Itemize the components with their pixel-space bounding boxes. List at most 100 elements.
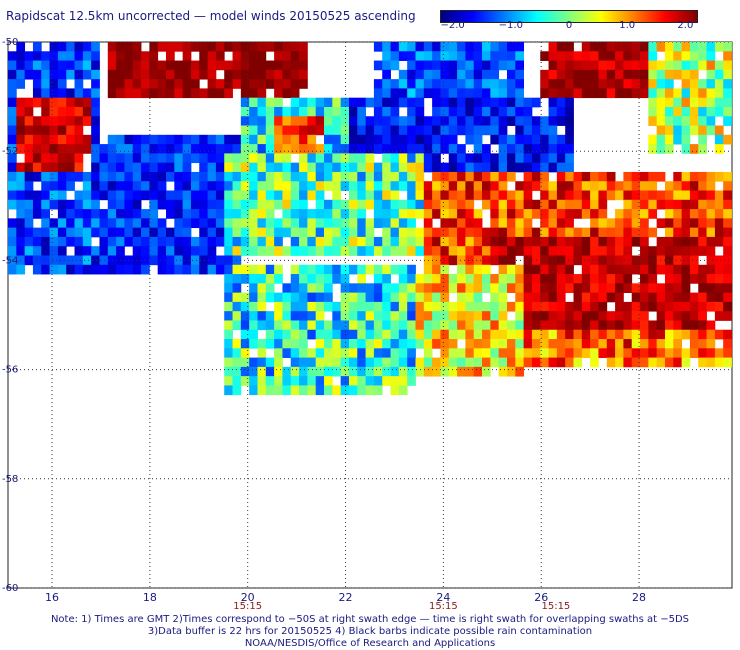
heatmap-cell <box>415 181 425 191</box>
heatmap-cell <box>290 301 300 312</box>
heatmap-cell <box>457 153 466 164</box>
heatmap-cell <box>473 97 483 108</box>
heatmap-cell <box>157 199 167 210</box>
heatmap-cell <box>282 79 292 89</box>
heatmap-cell <box>357 292 366 303</box>
heatmap-cell <box>99 153 109 164</box>
heatmap-cell <box>357 199 366 210</box>
heatmap-cell <box>190 153 200 164</box>
heatmap-cell <box>407 357 416 368</box>
x-tick-label: 24 <box>436 591 450 604</box>
heatmap-cell <box>457 97 466 108</box>
heatmap-cell <box>49 218 59 229</box>
heatmap-cell <box>282 60 292 71</box>
heatmap-cell <box>565 88 574 99</box>
heatmap-cell <box>282 366 292 377</box>
heatmap-cell <box>448 348 458 358</box>
heatmap-cell <box>299 274 308 284</box>
heatmap-cell <box>407 311 416 321</box>
heatmap-cell <box>440 227 450 238</box>
heatmap-cell <box>290 366 300 377</box>
heatmap-cell <box>149 42 159 52</box>
heatmap-cell <box>232 60 242 71</box>
heatmap-cell <box>82 264 92 275</box>
heatmap-cell <box>373 106 383 117</box>
heatmap-cell <box>141 190 150 201</box>
heatmap-cell <box>432 106 441 117</box>
heatmap-cell <box>182 79 192 89</box>
heatmap-cell <box>423 69 433 80</box>
heatmap-cell <box>556 339 566 349</box>
heatmap-cell <box>664 292 674 303</box>
heatmap-cell <box>332 190 342 201</box>
heatmap-cell <box>565 42 574 52</box>
heatmap-cell <box>24 190 34 201</box>
heatmap-cell <box>390 51 400 61</box>
heatmap-cell <box>274 153 283 164</box>
heatmap-cell <box>324 144 333 154</box>
heatmap-cell <box>274 79 283 89</box>
heatmap-cell <box>407 218 416 229</box>
heatmap-cell <box>240 218 250 229</box>
heatmap-cell <box>598 339 608 349</box>
heatmap-cell <box>74 51 84 61</box>
heatmap-cell <box>382 246 391 256</box>
heatmap-cell <box>224 227 233 238</box>
heatmap-cell <box>57 171 67 182</box>
heatmap-cell <box>465 106 475 117</box>
heatmap-cell <box>531 153 541 164</box>
heatmap-cell <box>307 320 317 331</box>
heatmap-cell <box>689 69 699 80</box>
heatmap-cell <box>590 320 599 331</box>
heatmap-cell <box>506 134 516 145</box>
heatmap-cell <box>415 69 425 80</box>
heatmap-cell <box>440 301 450 312</box>
heatmap-cell <box>116 153 125 164</box>
heatmap-cell <box>398 283 408 294</box>
y-tick-label: -52 <box>2 146 18 157</box>
heatmap-cell <box>373 60 383 71</box>
heatmap-cell <box>199 236 208 247</box>
heatmap-cell <box>565 162 574 173</box>
heatmap-cell <box>82 88 92 99</box>
heatmap-cell <box>473 116 483 126</box>
heatmap-cell <box>448 144 458 154</box>
heatmap-cell <box>482 199 491 210</box>
heatmap-cell <box>149 88 159 99</box>
heatmap-cell <box>648 116 658 126</box>
heatmap-cell <box>598 255 608 266</box>
heatmap-cell <box>207 255 217 266</box>
heatmap-cell <box>656 134 666 145</box>
heatmap-cell <box>457 348 466 358</box>
heatmap-cell <box>407 171 416 182</box>
heatmap-cell <box>365 116 375 126</box>
heatmap-cell <box>673 274 683 284</box>
heatmap-cell <box>149 60 159 71</box>
heatmap-cell <box>282 218 292 229</box>
heatmap-cell <box>315 227 325 238</box>
heatmap-cell <box>224 162 233 173</box>
heatmap-cell <box>132 162 142 173</box>
heatmap-cell <box>8 181 17 191</box>
heatmap-cell <box>166 79 175 89</box>
heatmap-cell <box>340 357 350 368</box>
heatmap-cell <box>540 125 549 136</box>
heatmap-cell <box>465 116 475 126</box>
x-tick-label: 20 <box>241 591 255 604</box>
heatmap-cell <box>723 106 732 117</box>
heatmap-cell <box>689 329 699 340</box>
heatmap-cell <box>32 125 42 136</box>
heatmap-cell <box>648 339 658 349</box>
heatmap-cell <box>673 283 683 294</box>
heatmap-cell <box>390 116 400 126</box>
heatmap-cell <box>49 199 59 210</box>
heatmap-cell <box>215 227 225 238</box>
heatmap-cell <box>448 171 458 182</box>
heatmap-cell <box>299 348 308 358</box>
heatmap-cell <box>664 69 674 80</box>
heatmap-cell <box>282 125 292 136</box>
heatmap-cell <box>274 60 283 71</box>
heatmap-cell <box>49 106 59 117</box>
heatmap-cell <box>598 171 608 182</box>
heatmap-cell <box>299 190 308 201</box>
